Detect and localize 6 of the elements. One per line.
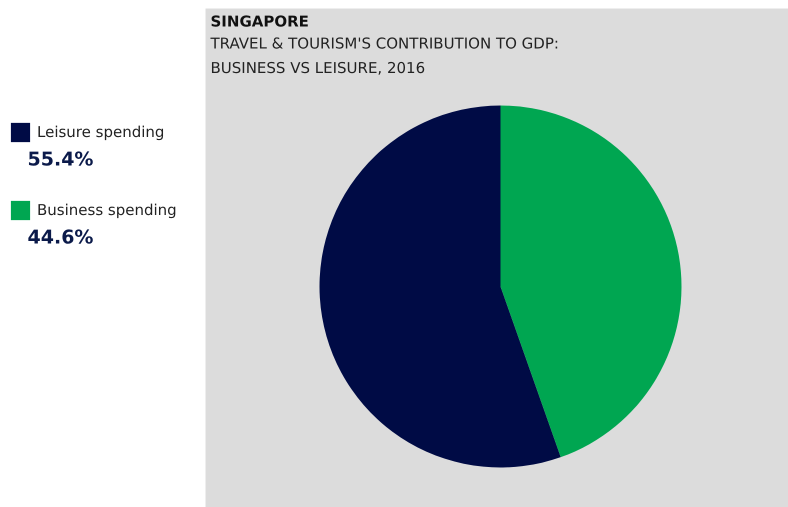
legend-label: Business spending: [37, 200, 177, 221]
chart-subtitle: TRAVEL & TOURISM'S CONTRIBUTION TO GDP: BUSINESS VS LEISURE, 2016: [210, 34, 559, 77]
data-label: 55.4%: [28, 148, 94, 170]
legend-label: Leisure spending: [37, 122, 164, 143]
data-label: 44.6%: [28, 226, 94, 248]
chart-title: SINGAPORE: [210, 12, 309, 30]
